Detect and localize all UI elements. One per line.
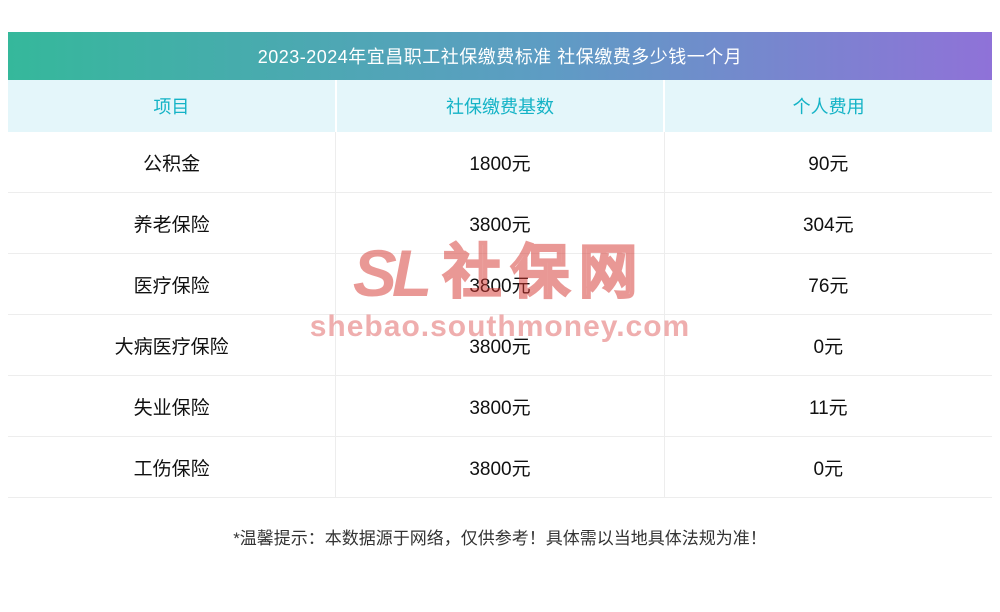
cell-item: 医疗保险 — [8, 254, 337, 314]
cell-personal: 0元 — [813, 458, 844, 480]
cell-base: 1800元 — [336, 132, 665, 192]
table-title: 2023-2024年宜昌职工社保缴费标准 社保缴费多少钱一个月 — [8, 32, 992, 80]
column-header-item: 项目 — [8, 80, 337, 132]
cell-personal: 11元 — [808, 397, 848, 419]
table-row: 大病医疗保险 3800元 0元 — [8, 315, 992, 376]
table-row: 失业保险 3800元 11元 — [8, 376, 992, 437]
table-row: 医疗保险 3800元 76元 — [8, 254, 992, 315]
cell-base: 3800元 — [336, 437, 665, 497]
table-row: 养老保险 3800元 304元 — [8, 193, 992, 254]
cell-personal: 90元 — [808, 153, 849, 175]
cell-base: 3800元 — [336, 315, 665, 375]
cell-item: 工伤保险 — [8, 437, 337, 497]
social-security-table: 2023-2024年宜昌职工社保缴费标准 社保缴费多少钱一个月 项目 社保缴费基… — [8, 32, 992, 498]
column-header-personal: 个人费用 — [792, 97, 865, 117]
cell-item: 大病医疗保险 — [8, 315, 337, 375]
disclaimer-note: *温馨提示：本数据源于网络，仅供参考！具体需以当地具体法规为准！ — [233, 529, 767, 548]
cell-base: 3800元 — [336, 376, 665, 436]
cell-base: 3800元 — [336, 254, 665, 314]
table-row: 工伤保险 3800元 0元 — [8, 437, 992, 498]
cell-personal: 76元 — [808, 275, 849, 297]
table-row: 公积金 1800元 90元 — [8, 132, 992, 193]
column-header-base: 社保缴费基数 — [337, 80, 666, 132]
cell-personal: 0元 — [813, 336, 844, 358]
table-header-row: 项目 社保缴费基数 个人费用 — [8, 80, 992, 132]
cell-item: 公积金 — [8, 132, 337, 192]
cell-item: 失业保险 — [8, 376, 337, 436]
cell-personal: 304元 — [802, 214, 854, 236]
cell-base: 3800元 — [336, 193, 665, 253]
cell-item: 养老保险 — [8, 193, 337, 253]
